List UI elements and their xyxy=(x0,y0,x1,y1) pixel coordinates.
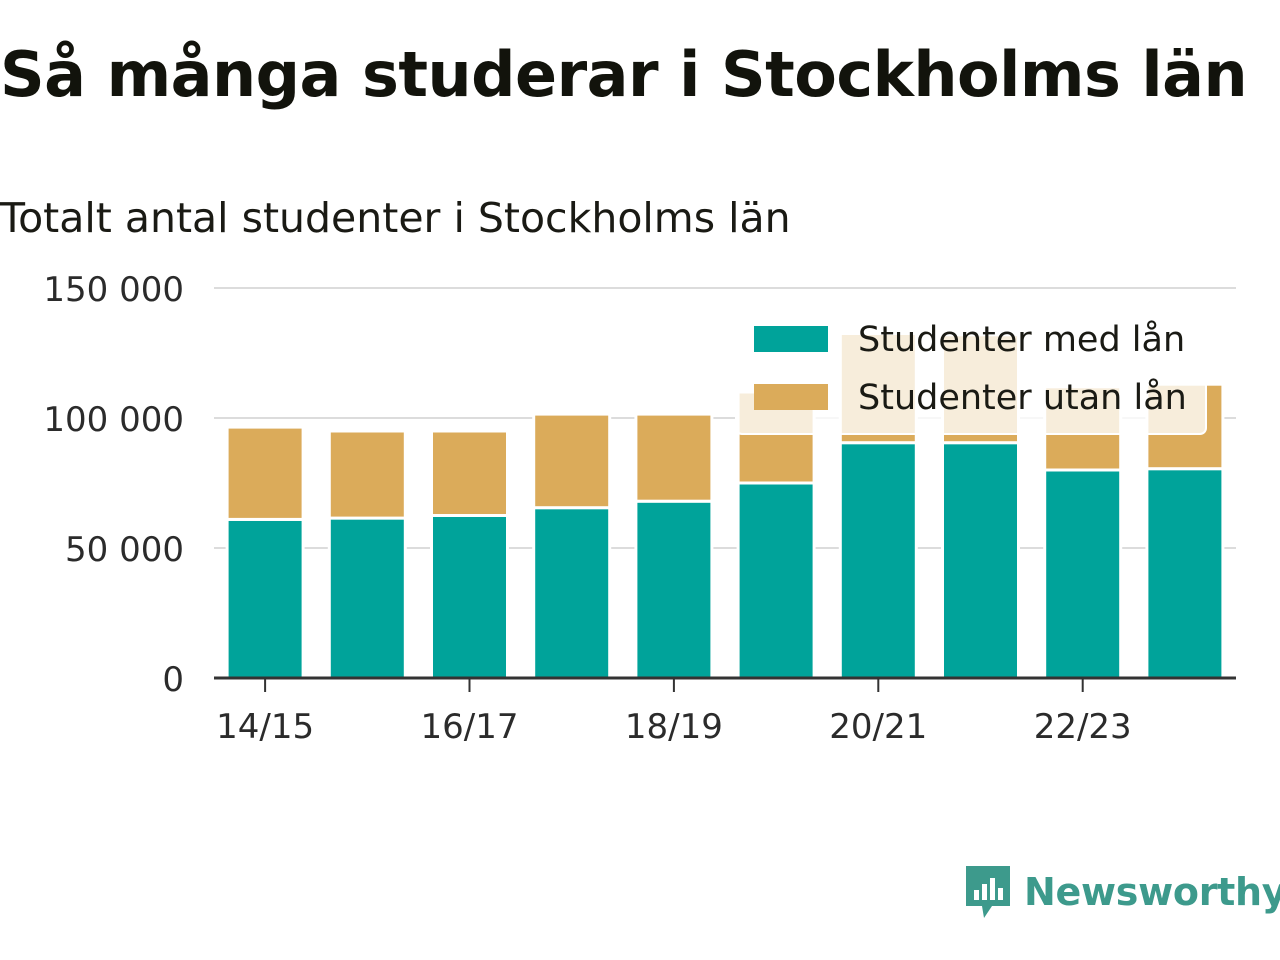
bar-utan-lan xyxy=(327,429,407,520)
bar-med-lan xyxy=(838,441,918,680)
bar-med-lan xyxy=(532,506,612,680)
bar-utan-lan xyxy=(430,429,509,517)
newsworthy-chart-bubble-icon xyxy=(966,866,1010,918)
x-tick-label: 22/23 xyxy=(1034,707,1132,747)
legend-label: Studenter utan lån xyxy=(858,377,1187,418)
bar-med-lan xyxy=(634,499,714,680)
legend-box xyxy=(735,315,1207,435)
newsworthy-logo: Newsworthy xyxy=(962,862,1280,922)
bar-med-lan xyxy=(941,441,1020,680)
x-tick-label: 18/19 xyxy=(625,707,723,747)
legend-swatch xyxy=(754,384,828,410)
chart-title: Så många studerar i Stockholms län xyxy=(0,38,1248,111)
y-tick-label: 50 000 xyxy=(65,530,184,570)
x-tick-label: 16/17 xyxy=(421,707,519,747)
y-tick-label: 100 000 xyxy=(43,400,184,440)
y-tick-label: 0 xyxy=(162,660,184,700)
chart-subtitle: Totalt antal studenter i Stockholms län xyxy=(0,194,791,242)
x-tick-label: 20/21 xyxy=(829,707,927,747)
bar-utan-lan xyxy=(532,412,612,510)
bar-med-lan xyxy=(1043,468,1123,680)
bar-med-lan xyxy=(430,514,509,680)
bar-utan-lan xyxy=(225,425,305,521)
bar-med-lan xyxy=(225,517,305,680)
bar-utan-lan xyxy=(634,412,714,503)
bar-med-lan xyxy=(327,516,407,680)
x-tick-label: 14/15 xyxy=(216,707,314,747)
y-tick-label: 150 000 xyxy=(43,270,184,310)
legend-swatch xyxy=(754,326,828,352)
bar-med-lan xyxy=(736,481,816,680)
bar-med-lan xyxy=(1145,467,1225,680)
legend-label: Studenter med lån xyxy=(858,319,1185,360)
brand-name: Newsworthy xyxy=(1024,870,1280,914)
